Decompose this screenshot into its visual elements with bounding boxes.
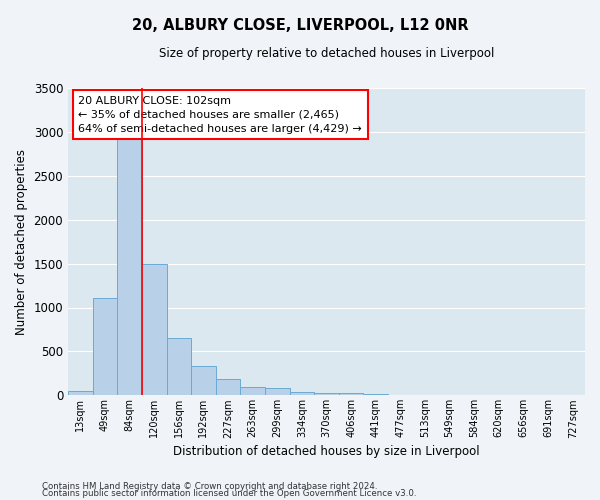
X-axis label: Distribution of detached houses by size in Liverpool: Distribution of detached houses by size …	[173, 444, 480, 458]
Bar	[142, 264, 167, 396]
Bar	[265, 388, 290, 396]
Text: Contains HM Land Registry data © Crown copyright and database right 2024.: Contains HM Land Registry data © Crown c…	[42, 482, 377, 491]
Y-axis label: Number of detached properties: Number of detached properties	[15, 148, 28, 334]
Bar	[216, 378, 241, 396]
Bar	[167, 338, 191, 396]
Bar	[314, 392, 339, 396]
Bar	[241, 386, 265, 396]
Bar	[117, 139, 142, 396]
Bar	[92, 298, 117, 396]
Title: Size of property relative to detached houses in Liverpool: Size of property relative to detached ho…	[159, 48, 494, 60]
Bar	[68, 391, 92, 396]
Bar	[339, 392, 364, 396]
Text: 20, ALBURY CLOSE, LIVERPOOL, L12 0NR: 20, ALBURY CLOSE, LIVERPOOL, L12 0NR	[131, 18, 469, 32]
Text: Contains public sector information licensed under the Open Government Licence v3: Contains public sector information licen…	[42, 490, 416, 498]
Text: 20 ALBURY CLOSE: 102sqm
← 35% of detached houses are smaller (2,465)
64% of semi: 20 ALBURY CLOSE: 102sqm ← 35% of detache…	[79, 96, 362, 134]
Bar	[290, 392, 314, 396]
Bar	[191, 366, 216, 396]
Bar	[364, 394, 388, 396]
